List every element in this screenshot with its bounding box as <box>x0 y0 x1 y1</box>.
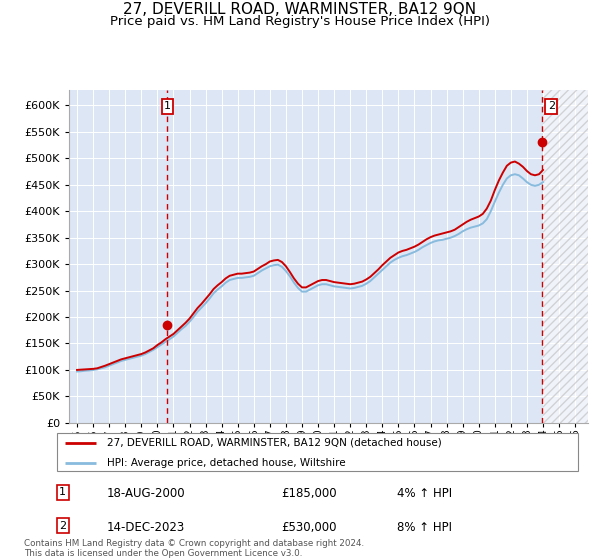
Text: 1: 1 <box>59 487 66 497</box>
Text: 2: 2 <box>59 521 67 531</box>
Bar <box>543 90 588 423</box>
Text: 14-DEC-2023: 14-DEC-2023 <box>107 521 185 534</box>
Text: HPI: Average price, detached house, Wiltshire: HPI: Average price, detached house, Wilt… <box>107 458 346 468</box>
Text: 4% ↑ HPI: 4% ↑ HPI <box>397 487 452 500</box>
Text: 8% ↑ HPI: 8% ↑ HPI <box>397 521 452 534</box>
Text: 1: 1 <box>164 101 171 111</box>
Text: Contains HM Land Registry data © Crown copyright and database right 2024.
This d: Contains HM Land Registry data © Crown c… <box>24 539 364 558</box>
Text: 2: 2 <box>548 101 555 111</box>
Text: 18-AUG-2000: 18-AUG-2000 <box>107 487 185 500</box>
Text: £185,000: £185,000 <box>281 487 337 500</box>
FancyBboxPatch shape <box>56 433 578 471</box>
Text: 27, DEVERILL ROAD, WARMINSTER, BA12 9QN (detached house): 27, DEVERILL ROAD, WARMINSTER, BA12 9QN … <box>107 438 442 448</box>
Text: 27, DEVERILL ROAD, WARMINSTER, BA12 9QN: 27, DEVERILL ROAD, WARMINSTER, BA12 9QN <box>124 2 476 17</box>
Text: Price paid vs. HM Land Registry's House Price Index (HPI): Price paid vs. HM Land Registry's House … <box>110 15 490 27</box>
Text: £530,000: £530,000 <box>281 521 337 534</box>
